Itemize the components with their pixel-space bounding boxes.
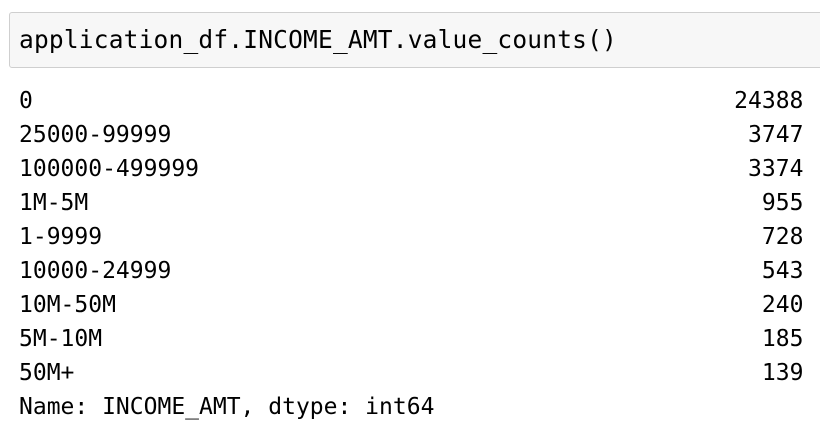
category-label: 25000-99999: [19, 122, 172, 148]
value-count-row: 1-9999 728: [19, 220, 803, 254]
category-label: 5M-10M: [19, 326, 103, 352]
category-label: 10000-24999: [19, 258, 172, 284]
value-count-row: 10M-50M 240: [19, 288, 803, 322]
count-value: 3747: [748, 122, 804, 148]
value-count-row: 10000-24999 543: [19, 254, 803, 288]
series-metadata: Name: INCOME_AMT, dtype: int64: [19, 394, 435, 420]
value-count-row: 0 24388: [19, 84, 803, 118]
value-count-row: 50M+ 139: [19, 356, 803, 390]
cell-output: 0 24388 25000-99999 3747 100000-499999 3…: [19, 84, 803, 424]
category-label: 0: [19, 88, 33, 114]
count-value: 24388: [734, 88, 804, 114]
value-count-row: 5M-10M 185: [19, 322, 803, 356]
count-value: 240: [761, 292, 804, 318]
category-label: 1M-5M: [19, 190, 89, 216]
count-value: 955: [761, 190, 804, 216]
count-value: 543: [761, 258, 804, 284]
value-count-row: 100000-499999 3374: [19, 152, 803, 186]
count-value: 3374: [748, 156, 804, 182]
count-value: 728: [761, 224, 804, 250]
value-count-row: 1M-5M 955: [19, 186, 803, 220]
category-label: 50M+: [19, 360, 75, 386]
category-label: 1-9999: [19, 224, 103, 250]
code-input[interactable]: application_df.INCOME_AMT.value_counts(): [19, 25, 618, 54]
count-value: 185: [761, 326, 804, 352]
category-label: 10M-50M: [19, 292, 116, 318]
code-input-cell[interactable]: application_df.INCOME_AMT.value_counts(): [9, 12, 820, 68]
count-value: 139: [761, 360, 804, 386]
category-label: 100000-499999: [19, 156, 200, 182]
value-count-row: 25000-99999 3747: [19, 118, 803, 152]
